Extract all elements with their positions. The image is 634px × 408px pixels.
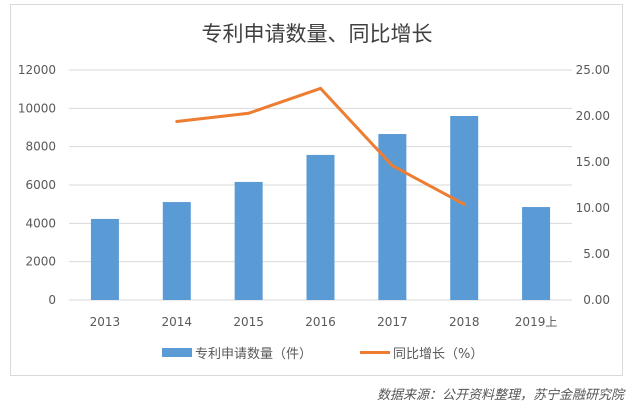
right-tick-label: 20.00: [576, 109, 610, 123]
x-tick-label: 2013: [90, 315, 121, 329]
legend-bar-label: 专利申请数量（件）: [195, 347, 313, 362]
legend-line-label: 同比增长（%）: [393, 347, 484, 362]
source-note: 数据来源：公开资料整理，苏宁金融研究院: [376, 388, 624, 403]
x-tick-label: 2014: [162, 315, 193, 329]
x-tick-label: 2019上: [515, 315, 558, 329]
bar: [234, 181, 263, 300]
x-tick-label: 2018: [449, 315, 480, 329]
left-tick-label: 2000: [25, 255, 56, 269]
right-tick-label: 10.00: [576, 201, 610, 215]
left-tick-label: 0: [48, 293, 56, 307]
growth-point: [390, 164, 394, 168]
bar: [162, 202, 191, 300]
chart-title: 专利申请数量、同比增长: [201, 22, 433, 46]
chart-frame: [10, 4, 623, 376]
right-tick-label: 0.00: [583, 293, 610, 307]
x-tick-label: 2017: [377, 315, 408, 329]
growth-point: [319, 86, 322, 90]
bar: [306, 154, 335, 300]
left-tick-label: 10000: [18, 101, 56, 115]
growth-point: [175, 120, 179, 124]
x-tick-label: 2015: [233, 315, 264, 329]
growth-point: [462, 202, 466, 206]
bar: [90, 218, 119, 300]
growth-point: [247, 111, 251, 115]
legend-line-swatch: [360, 351, 391, 354]
left-tick-label: 6000: [25, 178, 56, 192]
right-tick-label: 5.00: [583, 247, 610, 261]
bar: [378, 134, 407, 300]
left-tick-label: 12000: [18, 63, 56, 77]
legend-bar-swatch: [162, 348, 192, 357]
right-tick-label: 15.00: [576, 155, 610, 169]
x-tick-label: 2016: [305, 315, 336, 329]
left-tick-label: 4000: [25, 216, 56, 230]
legend: 专利申请数量（件） 同比增长（%）: [162, 343, 483, 362]
right-tick-label: 25.00: [576, 63, 610, 77]
bar: [450, 116, 479, 300]
bar: [522, 207, 551, 300]
left-tick-label: 8000: [25, 140, 56, 154]
